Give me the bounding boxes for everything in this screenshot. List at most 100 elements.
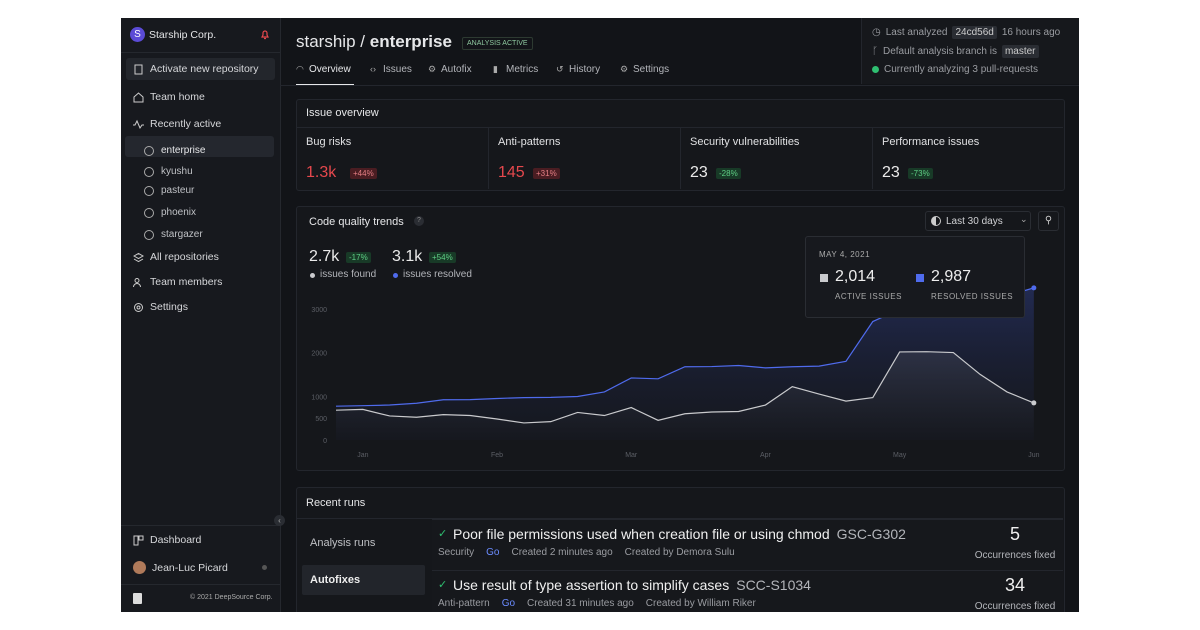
tab[interactable]: Metrics <box>506 64 539 75</box>
x-tick-label: Feb <box>491 452 503 459</box>
award-button[interactable]: ⚲ <box>1038 211 1059 231</box>
check-icon: ✓ <box>438 579 448 591</box>
run-title[interactable]: Poor file permissions used when creation… <box>453 526 830 542</box>
tab[interactable]: Settings <box>633 64 670 75</box>
icon <box>134 64 143 74</box>
branch[interactable]: master <box>1001 45 1039 58</box>
line <box>335 351 1035 424</box>
repo-icon <box>144 186 154 196</box>
active-repo-highlight <box>125 136 274 157</box>
stat-change: +54% <box>429 252 456 263</box>
repo-name[interactable]: stargazer <box>161 229 203 240</box>
run-language: Go <box>501 598 516 609</box>
user-name: Jean-Luc Picard <box>152 561 228 574</box>
status-dot <box>262 565 267 570</box>
label: Default analysis branch is <box>883 46 997 57</box>
tooltip-label: ACTIVE ISSUES <box>835 292 902 301</box>
run-title[interactable]: Use result of type assertion to simplify… <box>453 577 730 593</box>
row-bg <box>432 570 1063 612</box>
org-name[interactable]: Starship Corp. <box>149 29 217 41</box>
check-icon: ✓ <box>438 528 448 540</box>
y-tick-label: 0 <box>323 438 327 445</box>
run-count-label: Occurrences fixed <box>974 601 1056 612</box>
run-tab[interactable]: Autofixes <box>310 574 361 586</box>
icon <box>133 119 144 129</box>
row-bg <box>432 519 1063 570</box>
run-count-label: Occurrences fixed <box>974 550 1056 561</box>
run-created: Created 2 minutes ago <box>511 547 613 558</box>
tooltip-swatch <box>916 274 924 282</box>
range-dropdown[interactable]: Last 30 days <box>925 211 1031 231</box>
range-icon <box>931 216 941 226</box>
bell-icon[interactable] <box>260 29 270 40</box>
collapse-button[interactable]: ‹ <box>274 515 285 526</box>
commit[interactable]: 24cd56d <box>952 26 997 39</box>
divider <box>121 584 280 585</box>
label: All repositories <box>150 251 219 263</box>
repo-title: starship / enterprise <box>296 32 452 52</box>
activate-button[interactable]: Activate new repository <box>126 58 275 80</box>
end-point <box>1031 285 1037 291</box>
logo <box>133 593 142 604</box>
settings[interactable]: Settings <box>133 301 188 313</box>
divider <box>872 128 873 189</box>
owner[interactable]: starship <box>296 32 356 51</box>
repo-name[interactable]: pasteur <box>161 185 195 196</box>
selected-tab-bg <box>302 565 425 595</box>
issue-change: -73% <box>908 168 933 179</box>
y-tick-label: 3000 <box>311 307 327 314</box>
run-created: Created 31 minutes ago <box>527 598 634 609</box>
run-meta: Security Go Created 2 minutes ago Created b… <box>438 547 735 558</box>
y-tick-label: 2000 <box>311 351 327 358</box>
tab[interactable]: Overview <box>309 64 351 75</box>
section-title: Recent runs <box>306 497 366 509</box>
all-repositories[interactable]: All repositories <box>133 251 219 263</box>
tab-icon: ▮ <box>493 64 498 74</box>
repo-icon <box>144 230 154 240</box>
issue-label: Anti-patterns <box>498 136 561 148</box>
run-title-row: Poor file permissions used when creation… <box>453 526 906 542</box>
activate-label: Activate new repository <box>150 63 259 75</box>
issue-label: Performance issues <box>882 136 980 148</box>
issue-change: -28% <box>716 168 741 179</box>
run-count: 34 <box>1004 575 1026 595</box>
stat-value: 3.1k <box>392 248 423 265</box>
branch-icon: ᚴ <box>872 46 878 57</box>
run-category: Security <box>438 547 475 558</box>
x-tick-label: Jan <box>357 452 368 459</box>
run-tab[interactable]: Analysis runs <box>310 537 376 549</box>
repo-name[interactable]: phoenix <box>161 207 197 218</box>
divider <box>121 52 280 53</box>
team-home[interactable]: Team home <box>133 91 205 103</box>
help-icon[interactable]: ? <box>414 216 424 226</box>
tab[interactable]: History <box>569 64 601 75</box>
repo-name[interactable]: kyushu <box>161 166 193 177</box>
tab[interactable]: Issues <box>383 64 412 75</box>
analyzing-info: Currently analyzing 3 pull-requests <box>872 64 1038 75</box>
issue-change: +44% <box>350 168 377 179</box>
user[interactable]: Jean-Luc Picard <box>133 561 228 574</box>
tab[interactable]: Autofix <box>441 64 472 75</box>
label: Last analyzed <box>885 27 948 38</box>
icon <box>133 535 144 545</box>
tab-icon: ‹› <box>370 64 376 74</box>
run-code: GSC-G302 <box>836 526 906 542</box>
org-avatar: S <box>130 27 145 42</box>
divider <box>121 525 280 526</box>
icon <box>134 302 143 312</box>
tooltip-date: MAY 4, 2021 <box>819 250 871 259</box>
separator: / <box>360 32 365 51</box>
issue-value: 1.3k <box>306 164 337 181</box>
team-members[interactable]: Team members <box>133 276 222 288</box>
repo-icon <box>144 146 154 156</box>
label: Team members <box>150 276 223 288</box>
repo-name[interactable]: enterprise <box>161 145 206 156</box>
dashboard[interactable]: Dashboard <box>133 534 201 546</box>
run-meta: Anti-pattern Go Created 31 minutes ago Crea… <box>438 598 756 609</box>
run-language: Go <box>486 547 500 558</box>
repo: enterprise <box>369 32 452 51</box>
label: Settings <box>150 301 188 313</box>
recently-active[interactable]: Recently active <box>133 118 221 130</box>
x-tick-label: Mar <box>625 452 638 459</box>
